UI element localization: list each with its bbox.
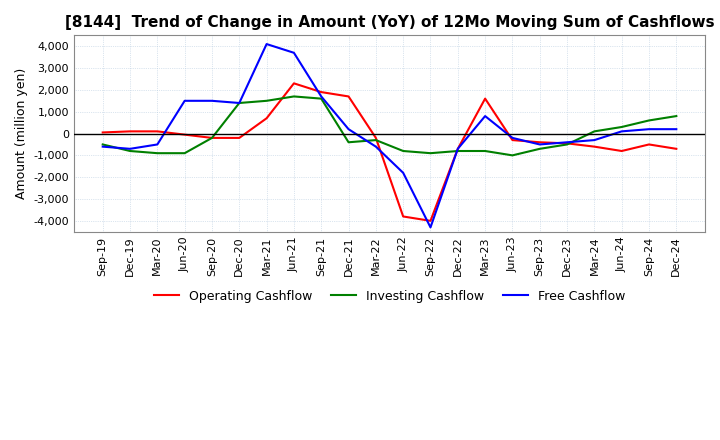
Investing Cashflow xyxy=(235,100,243,106)
Operating Cashflow xyxy=(481,96,490,101)
Free Cashflow xyxy=(508,135,517,140)
Title: [8144]  Trend of Change in Amount (YoY) of 12Mo Moving Sum of Cashflows: [8144] Trend of Change in Amount (YoY) o… xyxy=(65,15,714,30)
Investing Cashflow xyxy=(344,139,353,145)
Investing Cashflow xyxy=(508,153,517,158)
Legend: Operating Cashflow, Investing Cashflow, Free Cashflow: Operating Cashflow, Investing Cashflow, … xyxy=(149,285,630,308)
Line: Investing Cashflow: Investing Cashflow xyxy=(103,96,676,155)
Free Cashflow xyxy=(454,146,462,151)
Investing Cashflow xyxy=(536,146,544,151)
Investing Cashflow xyxy=(317,96,325,101)
Free Cashflow xyxy=(289,50,298,55)
Free Cashflow xyxy=(180,98,189,103)
Investing Cashflow xyxy=(289,94,298,99)
Free Cashflow xyxy=(563,139,572,145)
Investing Cashflow xyxy=(590,129,599,134)
Operating Cashflow xyxy=(99,130,107,135)
Free Cashflow xyxy=(317,94,325,99)
Investing Cashflow xyxy=(481,148,490,154)
Operating Cashflow xyxy=(126,129,135,134)
Operating Cashflow xyxy=(344,94,353,99)
Operating Cashflow xyxy=(672,146,680,151)
Free Cashflow xyxy=(262,41,271,47)
Investing Cashflow xyxy=(426,150,435,156)
Free Cashflow xyxy=(644,127,653,132)
Free Cashflow xyxy=(153,142,162,147)
Operating Cashflow xyxy=(235,135,243,140)
Free Cashflow xyxy=(207,98,216,103)
Free Cashflow xyxy=(235,100,243,106)
Investing Cashflow xyxy=(99,142,107,147)
Investing Cashflow xyxy=(644,118,653,123)
Operating Cashflow xyxy=(262,116,271,121)
Investing Cashflow xyxy=(126,148,135,154)
Operating Cashflow xyxy=(180,132,189,137)
Free Cashflow xyxy=(426,225,435,230)
Operating Cashflow xyxy=(426,218,435,224)
Investing Cashflow xyxy=(180,150,189,156)
Free Cashflow xyxy=(481,114,490,119)
Investing Cashflow xyxy=(153,150,162,156)
Operating Cashflow xyxy=(289,81,298,86)
Investing Cashflow xyxy=(372,137,380,143)
Free Cashflow xyxy=(99,144,107,149)
Operating Cashflow xyxy=(399,214,408,219)
Free Cashflow xyxy=(399,170,408,176)
Free Cashflow xyxy=(672,127,680,132)
Free Cashflow xyxy=(536,142,544,147)
Operating Cashflow xyxy=(590,144,599,149)
Free Cashflow xyxy=(590,137,599,143)
Line: Operating Cashflow: Operating Cashflow xyxy=(103,83,676,221)
Operating Cashflow xyxy=(317,89,325,95)
Free Cashflow xyxy=(372,144,380,149)
Operating Cashflow xyxy=(617,148,626,154)
Operating Cashflow xyxy=(207,135,216,140)
Investing Cashflow xyxy=(399,148,408,154)
Operating Cashflow xyxy=(153,129,162,134)
Investing Cashflow xyxy=(617,125,626,130)
Investing Cashflow xyxy=(563,142,572,147)
Line: Free Cashflow: Free Cashflow xyxy=(103,44,676,227)
Investing Cashflow xyxy=(262,98,271,103)
Investing Cashflow xyxy=(207,135,216,140)
Operating Cashflow xyxy=(454,146,462,151)
Operating Cashflow xyxy=(536,139,544,145)
Operating Cashflow xyxy=(372,135,380,140)
Free Cashflow xyxy=(617,129,626,134)
Investing Cashflow xyxy=(672,114,680,119)
Investing Cashflow xyxy=(454,148,462,154)
Operating Cashflow xyxy=(644,142,653,147)
Y-axis label: Amount (million yen): Amount (million yen) xyxy=(15,68,28,199)
Free Cashflow xyxy=(344,127,353,132)
Operating Cashflow xyxy=(563,141,572,146)
Operating Cashflow xyxy=(508,137,517,143)
Free Cashflow xyxy=(126,146,135,151)
